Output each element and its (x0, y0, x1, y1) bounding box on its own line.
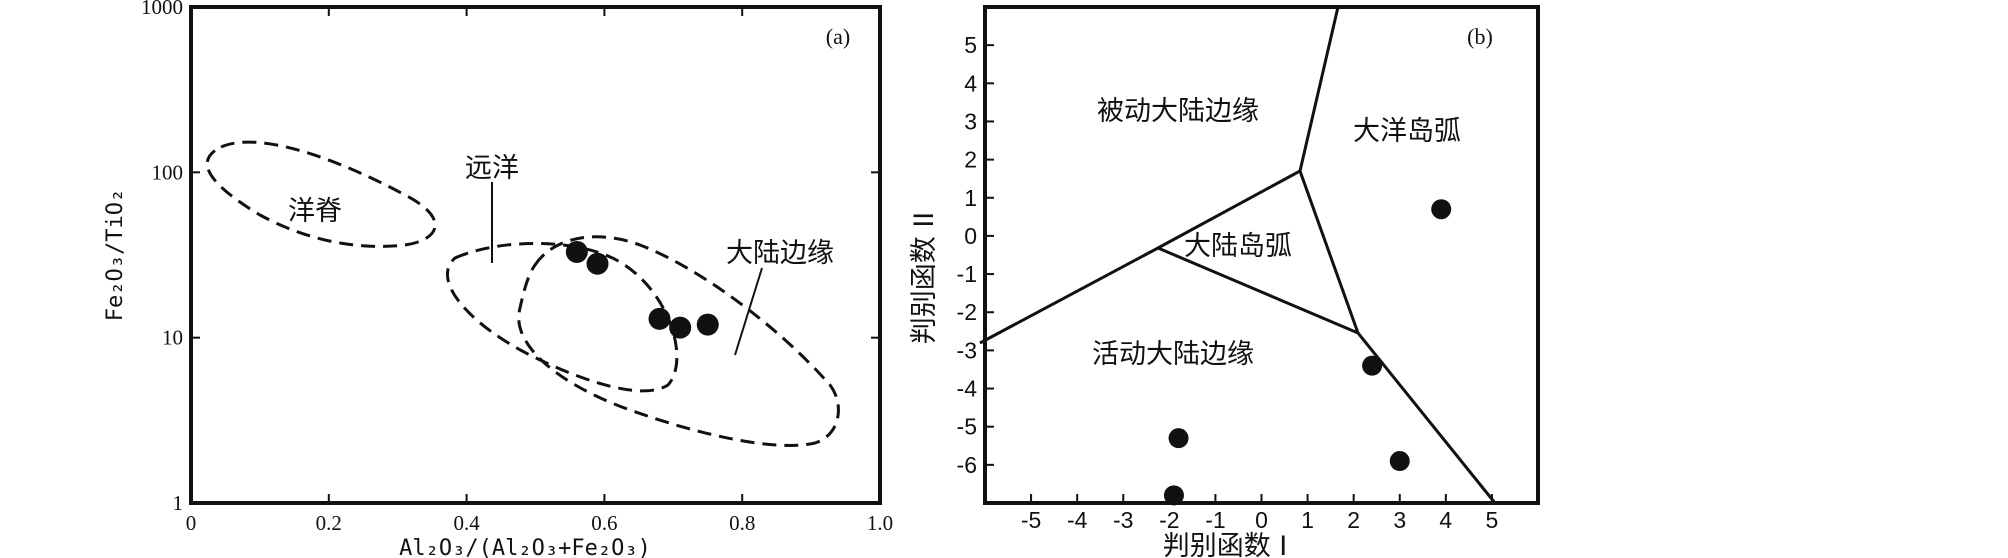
data-point-a (565, 240, 588, 263)
data-point-b (1163, 485, 1184, 506)
tectonic-fields-b: 被动大陆边缘 大洋岛弧 大陆岛弧 活动大陆边缘 (979, 6, 1497, 504)
y-tick-label-b: -5 (957, 414, 977, 440)
y-axis-ticks-a: 1 10 100 1000 (141, 0, 880, 515)
chart-a: 洋脊 远洋 大陆边缘 0 0.2 0.4 0.6 0.8 1.0 1 10 100 1000 (… (103, 0, 893, 558)
data-point-b (1389, 451, 1410, 472)
data-point-b (1168, 428, 1189, 449)
y-tick-label-b: -6 (957, 452, 977, 478)
boundary-passive-vs-ocean-arc (1298, 6, 1497, 504)
data-point-a (669, 316, 692, 339)
region-label-passive-margin: 被动大陆边缘 (1097, 96, 1259, 127)
y-tick-label-a: 1000 (141, 0, 183, 19)
y-tick-label-a: 1 (173, 491, 184, 515)
data-point-b (1431, 199, 1452, 220)
panel-label-a: (a) (826, 24, 850, 49)
region-label-continental-island-arc: 大陆岛弧 (1184, 231, 1292, 262)
x-tick-label-b: 2 (1347, 507, 1360, 533)
y-tick-label-b: 2 (964, 147, 977, 173)
plot-frame-rect-a (189, 5, 882, 505)
y-tick-label-b: 5 (964, 32, 977, 58)
x-tick-label-a: 1.0 (867, 511, 893, 535)
field-pelagic-outline (446, 242, 679, 393)
y-tick-label-a: 100 (152, 160, 184, 184)
region-label-pelagic: 远洋 (465, 153, 519, 184)
y-tick-label-b: 4 (964, 70, 977, 96)
region-label-continental-margin: 大陆边缘 (726, 238, 834, 269)
boundary-island-arc-lower (1157, 246, 1359, 335)
y-tick-label-b: 1 (964, 185, 977, 211)
y-tick-label-b: -2 (957, 299, 977, 325)
region-label-active-margin: 活动大陆边缘 (1092, 339, 1254, 370)
y-tick-label-b: -3 (957, 337, 977, 363)
field-ocean-ridge-outline (205, 140, 437, 248)
data-point-a (696, 313, 719, 336)
y-tick-label-b: 3 (964, 108, 977, 134)
x-axis-label-b: 判别函数 I (1163, 531, 1288, 558)
x-tick-label-a: 0.8 (729, 511, 755, 535)
y-axis-ticks-b: 5 4 3 2 1 0 -1 -2 -3 -4 -5 -6 (957, 32, 994, 478)
x-tick-label-b: 0 (1255, 507, 1268, 533)
data-points-b (1163, 199, 1452, 506)
region-label-ocean-ridge: 洋脊 (288, 196, 342, 227)
x-tick-label-a: 0 (186, 511, 197, 535)
region-label-ocean-island-arc: 大洋岛弧 (1353, 116, 1461, 147)
x-tick-label-b: -5 (1021, 507, 1041, 533)
x-tick-label-b: 4 (1439, 507, 1452, 533)
x-axis-label-a: Al₂O₃/(Al₂O₃+Fe₂O₃) (399, 536, 651, 558)
x-tick-label-b: -1 (1205, 507, 1225, 533)
y-tick-label-a: 10 (162, 326, 183, 350)
x-tick-label-b: -3 (1113, 507, 1133, 533)
y-tick-label-b: 0 (964, 223, 977, 249)
x-tick-label-b: 3 (1393, 507, 1406, 533)
x-tick-label-b: -2 (1159, 507, 1179, 533)
x-axis-ticks-b: -5 -4 -3 -2 -1 0 1 2 3 4 5 (1021, 494, 1498, 533)
x-tick-label-b: -4 (1067, 507, 1088, 533)
y-tick-label-b: -4 (957, 376, 978, 402)
x-axis-ticks-a: 0 0.2 0.4 0.6 0.8 1.0 (186, 7, 893, 535)
data-point-a (648, 307, 671, 330)
data-point-a (586, 252, 609, 275)
x-tick-label-a: 0.6 (591, 511, 617, 535)
tectonic-fields-a: 洋脊 远洋 大陆边缘 (205, 140, 840, 447)
y-axis-label-a: Fe₂O₃/TiO₂ (103, 189, 128, 321)
data-point-b (1362, 355, 1383, 376)
leader-line-continental-margin (734, 267, 763, 356)
y-tick-label-b: -1 (957, 261, 977, 287)
x-tick-label-b: 1 (1301, 507, 1314, 533)
field-continental-margin-outline (517, 235, 840, 447)
plot-frame-a (189, 5, 882, 505)
panel-label-b: (b) (1467, 24, 1493, 49)
x-tick-label-a: 0.2 (316, 511, 342, 535)
data-points-a (565, 240, 719, 339)
x-tick-label-a: 0.4 (453, 511, 480, 535)
chart-b: 被动大陆边缘 大洋岛弧 大陆岛弧 活动大陆边缘 -5 -4 -3 -2 -1 0 1 2 3 4 5… (909, 5, 1540, 558)
y-axis-label-b: 判别函数 II (909, 212, 940, 345)
x-tick-label-b: 5 (1486, 507, 1499, 533)
